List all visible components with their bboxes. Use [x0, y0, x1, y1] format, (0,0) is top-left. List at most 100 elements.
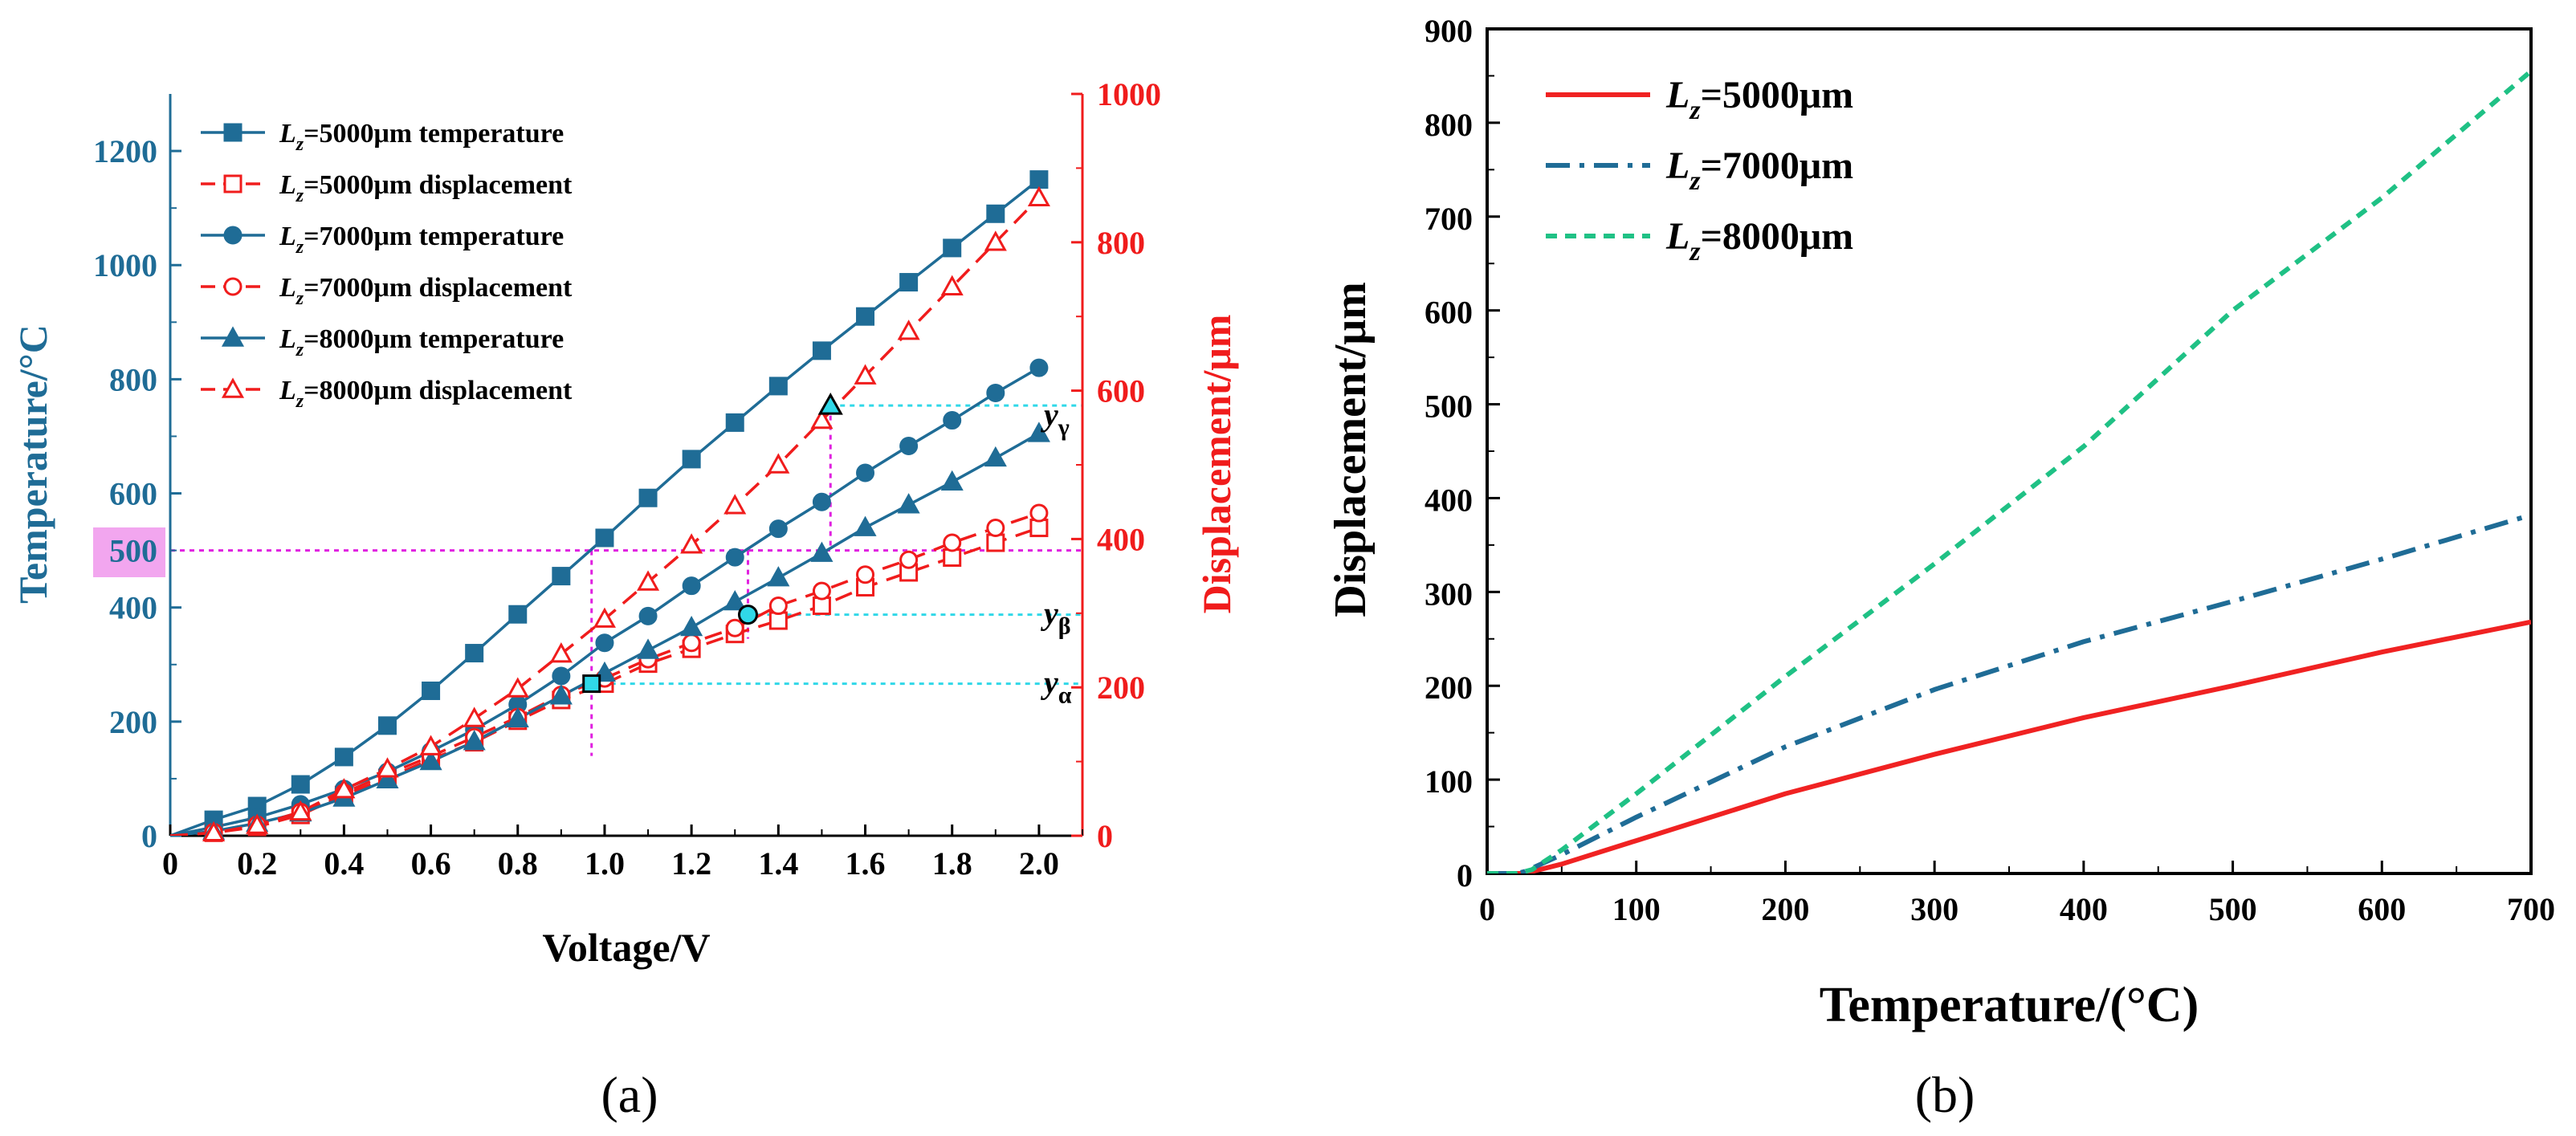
panel-a: 0 0.2 0.4 0.6 0.8 1.0 1.2 1.4 1.6 1.8 2.0 0 200 400 60…: [10, 76, 1239, 1123]
annotation-subscript: γ: [1058, 414, 1070, 441]
series-line-b-5000: [1487, 619, 2531, 873]
data-point: [812, 581, 831, 601]
x-axis-label-b: Temperature/(°C): [1820, 978, 2199, 1032]
data-point: [856, 565, 875, 584]
guide-marker-square: [582, 674, 601, 694]
data-point: [465, 644, 484, 663]
data-point: [1029, 170, 1049, 189]
data-point: [723, 589, 747, 611]
data-point: [943, 238, 962, 258]
legend-text: =5000μm displacement: [304, 170, 573, 200]
legend-text: =8000μm temperature: [304, 324, 564, 354]
legend-label: Lz=8000μm displacement: [279, 376, 573, 412]
x-tick-label: 0.2: [237, 845, 277, 882]
data-point: [682, 633, 701, 653]
data-point: [506, 677, 529, 698]
y-tick-label-left: 200: [109, 704, 157, 740]
legend-lz-sub: z: [1689, 166, 1701, 196]
data-point: [593, 607, 617, 628]
y-tick-label-right: 600: [1097, 373, 1145, 409]
data-point: [984, 446, 1007, 467]
data-point: [768, 377, 788, 396]
y-tick-label-right: 0: [1097, 818, 1113, 854]
plot-frame-b: [1486, 27, 2533, 875]
data-point: [334, 747, 353, 767]
legend-text: =5000μm: [1701, 74, 1854, 116]
data-point: [463, 706, 486, 727]
panel-b: 0 100 200 300 400 500 600 700 0 100 200 300 400 500 60…: [1326, 13, 2555, 1123]
x-tick-label-b: 0: [1479, 891, 1495, 927]
data-point: [767, 566, 790, 587]
y-tick-label-b: 800: [1425, 107, 1473, 143]
legend-lz-sub: z: [296, 185, 304, 206]
data-point: [856, 463, 875, 482]
series-line-b-8000: [1487, 69, 2531, 873]
y-tick-label-left: 1200: [93, 133, 157, 169]
data-point: [506, 706, 529, 727]
legend-marker: [221, 377, 245, 398]
y-tick-label-right: 1000: [1097, 76, 1161, 112]
data-point: [376, 768, 399, 789]
x-tick-label-b: 200: [1761, 891, 1809, 927]
legend-lz: L: [279, 376, 296, 405]
x-tick-label: 0: [162, 845, 178, 882]
x-tick-label: 1.0: [585, 845, 625, 882]
annotation-subscript: β: [1058, 613, 1071, 640]
legend-lz: L: [279, 222, 296, 251]
legend-label: Lz=5000μm temperature: [279, 119, 564, 155]
data-point: [810, 541, 834, 562]
data-point: [638, 606, 658, 625]
y-tick-label-b: 100: [1425, 763, 1473, 800]
legend-lz: L: [1665, 215, 1689, 258]
legend-label: Lz=7000μm temperature: [279, 222, 564, 258]
data-point: [986, 204, 1005, 223]
legend-lz-sub: z: [296, 288, 304, 309]
data-point: [463, 730, 486, 751]
x-tick-label: 0.6: [411, 845, 451, 882]
annotation: yα: [1041, 665, 1072, 709]
series-b: [1487, 69, 2531, 873]
data-point: [595, 633, 614, 653]
data-point: [812, 492, 831, 511]
guide-markers: [582, 393, 843, 694]
data-point: [940, 275, 964, 295]
x-tick-label: 0.8: [498, 845, 538, 882]
y-tick-label-right: 800: [1097, 225, 1145, 261]
data-point: [810, 408, 834, 430]
data-point: [899, 437, 919, 456]
legend-lz: L: [279, 170, 296, 200]
guide-marker-circle: [737, 605, 758, 625]
legend-marker: [223, 123, 243, 142]
data-point: [552, 567, 571, 586]
data-point: [549, 684, 573, 705]
data-point: [854, 364, 877, 385]
x-tick-label: 2.0: [1019, 845, 1059, 882]
data-point: [422, 681, 441, 700]
x-tick-label-b: 600: [2358, 891, 2406, 927]
data-point: [768, 519, 788, 539]
axes-b: 0 100 200 300 400 500 600 700 0 100 200 300 400 500 60…: [1425, 13, 2555, 927]
legend-lz-sub: z: [1689, 96, 1701, 125]
data-point: [376, 757, 399, 778]
legend-marker: [223, 226, 243, 245]
data-point: [289, 800, 312, 821]
data-point: [595, 528, 614, 548]
y-axis-label-left-a: Temperature/°C: [10, 324, 55, 604]
legend-marker: [223, 174, 243, 193]
data-point: [680, 533, 703, 554]
tick-highlight-500: [93, 527, 165, 577]
data-point: [854, 515, 877, 536]
data-point: [1027, 185, 1050, 207]
panel-label-b: (b): [1915, 1066, 1975, 1123]
legend-text: =7000μm displacement: [304, 273, 573, 303]
legend-label-b: Lz=7000μm: [1665, 145, 1853, 196]
y-tick-label-left: 600: [109, 476, 157, 512]
data-point: [377, 716, 397, 735]
legend-lz: L: [279, 119, 296, 149]
data-point: [638, 488, 658, 507]
axes-a: 0 0.2 0.4 0.6 0.8 1.0 1.2 1.4 1.6 1.8 2.0 0 200 400 60…: [93, 76, 1161, 882]
legend-lz: L: [279, 273, 296, 303]
x-tick-label: 1.4: [758, 845, 798, 882]
y-axis-label-b: Displacement/μm: [1326, 282, 1376, 617]
